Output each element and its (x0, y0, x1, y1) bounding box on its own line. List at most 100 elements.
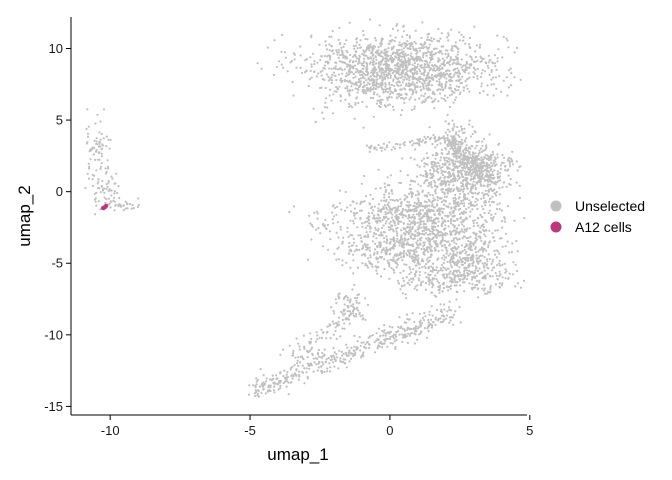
scatter-point-unselected (434, 184, 437, 187)
scatter-point-unselected (458, 156, 461, 159)
scatter-point-unselected (435, 186, 439, 189)
scatter-point-unselected (402, 47, 405, 50)
scatter-point-unselected (384, 210, 387, 214)
scatter-point-unselected (459, 284, 462, 287)
scatter-point-unselected (114, 204, 117, 207)
scatter-point-unselected (485, 292, 488, 295)
scatter-point-unselected (431, 176, 434, 179)
scatter-point-unselected (462, 185, 465, 188)
scatter-point-unselected (393, 70, 396, 73)
scatter-point-unselected (377, 338, 380, 341)
scatter-point-unselected (478, 174, 481, 178)
scatter-point-unselected (430, 318, 433, 321)
scatter-point-unselected (432, 236, 435, 239)
scatter-point-unselected (389, 76, 392, 79)
scatter-point-unselected (463, 228, 466, 231)
scatter-point-unselected (452, 142, 455, 145)
scatter-point-unselected (488, 190, 491, 193)
scatter-point-unselected (467, 149, 470, 152)
scatter-point-unselected (438, 66, 441, 70)
scatter-point-unselected (398, 41, 401, 44)
scatter-point-unselected (412, 268, 415, 271)
scatter-point-unselected (450, 206, 453, 209)
scatter-point-unselected (462, 225, 466, 228)
scatter-point-unselected (491, 219, 494, 222)
scatter-point-unselected (376, 52, 379, 55)
scatter-point-unselected (448, 272, 451, 276)
scatter-point-unselected (498, 286, 501, 289)
scatter-point-unselected (467, 240, 470, 243)
scatter-point-unselected (428, 204, 431, 207)
scatter-point-unselected (419, 174, 422, 177)
scatter-point-unselected (377, 344, 380, 347)
scatter-point-unselected (430, 84, 434, 87)
scatter-point-unselected (416, 164, 419, 167)
scatter-point-unselected (365, 79, 368, 82)
scatter-point-unselected (457, 75, 460, 78)
scatter-point-unselected (283, 369, 286, 372)
scatter-point-unselected (399, 143, 402, 146)
scatter-point-unselected (339, 54, 342, 57)
scatter-point-unselected (441, 57, 444, 60)
scatter-point-unselected (351, 67, 354, 70)
scatter-point-unselected (420, 220, 423, 223)
scatter-point-unselected (441, 238, 444, 241)
scatter-point-unselected (453, 241, 456, 244)
scatter-point-unselected (456, 179, 459, 182)
scatter-point-unselected (319, 70, 322, 73)
scatter-point-unselected (466, 87, 469, 90)
scatter-point-unselected (401, 64, 404, 67)
scatter-point-unselected (406, 200, 409, 203)
scatter-point-unselected (391, 91, 395, 94)
scatter-point-unselected (464, 176, 468, 180)
scatter-point-unselected (375, 257, 378, 260)
scatter-point-unselected (427, 265, 430, 268)
scatter-point-unselected (353, 350, 356, 353)
scatter-point-unselected (440, 50, 443, 53)
scatter-point-unselected (389, 198, 392, 201)
scatter-point-unselected (431, 232, 434, 235)
scatter-point-unselected (435, 242, 438, 245)
scatter-point-unselected (441, 217, 444, 220)
scatter-point-unselected (420, 88, 423, 91)
scatter-point-unselected (295, 337, 298, 340)
scatter-point-unselected (496, 203, 499, 206)
scatter-point-unselected (433, 294, 436, 297)
scatter-point-unselected (481, 69, 484, 72)
scatter-point-unselected (356, 306, 359, 309)
scatter-point-unselected (275, 374, 278, 377)
scatter-point-unselected (504, 245, 507, 248)
scatter-point-unselected (285, 378, 288, 381)
scatter-point-unselected (469, 168, 472, 171)
scatter-point-unselected (423, 66, 426, 69)
scatter-point-unselected (457, 62, 460, 66)
scatter-point-unselected (400, 285, 403, 288)
scatter-point-unselected (479, 183, 482, 186)
scatter-point-unselected (413, 332, 416, 335)
scatter-point-unselected (446, 96, 449, 99)
scatter-point-unselected (425, 258, 428, 261)
scatter-point-unselected (408, 187, 411, 190)
scatter-point-unselected (388, 184, 391, 187)
scatter-point-unselected (416, 142, 419, 145)
scatter-point-unselected (280, 50, 283, 54)
scatter-point-unselected (354, 55, 357, 58)
scatter-point-unselected (334, 330, 337, 333)
scatter-point-unselected (345, 79, 348, 82)
scatter-point-unselected (404, 88, 407, 91)
scatter-point-unselected (374, 36, 377, 40)
scatter-point-unselected (392, 240, 395, 243)
scatter-point-unselected (86, 108, 89, 111)
scatter-point-unselected (425, 84, 428, 87)
scatter-point-unselected (404, 45, 407, 48)
scatter-point-unselected (110, 189, 113, 192)
scatter-point-unselected (380, 51, 383, 54)
scatter-point-unselected (364, 262, 367, 265)
scatter-point-unselected (485, 249, 488, 252)
scatter-point-unselected (293, 58, 296, 61)
scatter-point-unselected (482, 208, 485, 211)
scatter-point-unselected (335, 353, 338, 356)
scatter-point-unselected (447, 175, 450, 179)
scatter-point-unselected (502, 181, 505, 184)
scatter-point-unselected (452, 313, 455, 316)
